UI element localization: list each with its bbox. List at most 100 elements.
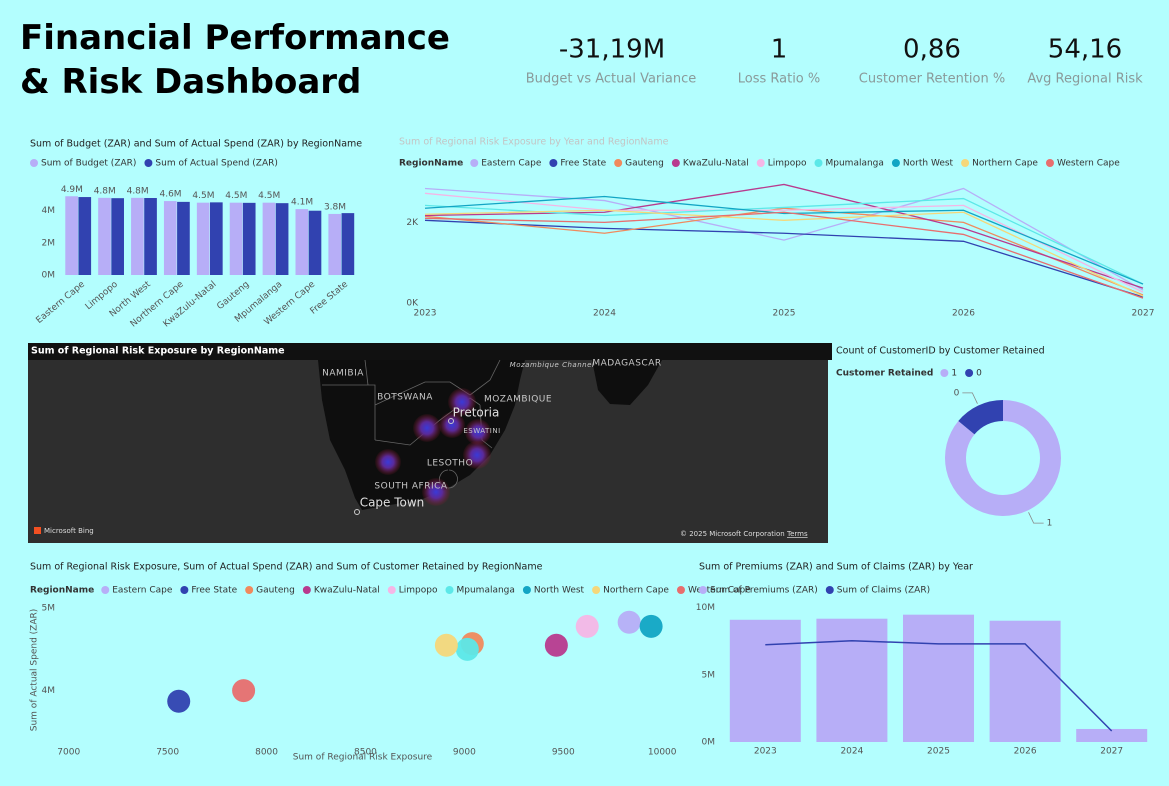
legend-marker — [614, 159, 623, 167]
legend-label: Free State — [191, 586, 237, 596]
bar — [78, 197, 92, 275]
bar — [65, 196, 78, 275]
legend-label: Free State — [560, 159, 606, 169]
legend-label: Mpumalanga — [826, 159, 884, 169]
kpi-value: 54,16 — [1048, 35, 1122, 65]
legend-label: Sum of Premiums (ZAR) — [710, 586, 818, 596]
map-land — [592, 360, 662, 405]
map-attribution: Microsoft Bing — [44, 527, 94, 535]
legend-marker — [180, 586, 189, 594]
bar — [989, 620, 1061, 742]
bar — [308, 210, 322, 275]
line — [424, 183, 1144, 289]
legend-label: Mpumalanga — [457, 586, 515, 596]
legend-label: Western Cape — [688, 586, 751, 596]
legend-marker — [302, 586, 311, 594]
legend-marker — [940, 369, 949, 377]
chart-title: Count of CustomerID by Customer Retained — [836, 346, 1045, 357]
scatter-point — [639, 614, 663, 638]
leader-line — [962, 392, 978, 404]
scatter-point — [455, 637, 479, 661]
chart-title: Sum of Regional Risk Exposure, Sum of Ac… — [30, 562, 543, 573]
bar — [196, 202, 210, 275]
map-bubble — [375, 449, 401, 475]
map-label: ESWATINI — [463, 427, 500, 435]
map-label: SOUTH AFRICA — [374, 482, 448, 492]
y-tick-label: 0M — [42, 271, 56, 281]
scatter-point — [167, 689, 191, 713]
data-label: 4.1M — [291, 198, 313, 208]
x-tick-label: 7500 — [156, 748, 179, 758]
bar — [341, 213, 355, 275]
x-tick-label: 2023 — [414, 309, 437, 319]
line — [424, 187, 1144, 291]
x-tick-label: 2023 — [754, 747, 777, 757]
x-tick-label: Eastern Cape — [34, 279, 87, 326]
legend-marker — [144, 159, 153, 167]
legend-label: Sum of Budget (ZAR) — [41, 159, 136, 169]
chart-title: Sum of Budget (ZAR) and Sum of Actual Sp… — [30, 139, 362, 150]
pie-slice — [945, 400, 1062, 516]
map-label: Mozambique Channel — [510, 361, 595, 369]
y-tick-label: 2M — [42, 238, 56, 248]
bar — [98, 197, 111, 275]
legend-marker — [445, 586, 454, 594]
scatter-point — [434, 633, 458, 657]
data-label: 1 — [1047, 519, 1053, 529]
x-tick-label: 8000 — [255, 748, 278, 758]
x-tick-label: 9500 — [552, 748, 575, 758]
scatter-point — [232, 679, 256, 703]
legend-label: Limpopo — [768, 159, 807, 169]
map-terms[interactable]: Terms — [786, 530, 808, 538]
bar — [229, 202, 243, 275]
scatter-point — [544, 633, 568, 657]
map-bubble — [463, 441, 491, 469]
dashboard-title: Financial Performance & Risk Dashboard — [20, 18, 450, 102]
legend-label: Sum of Claims (ZAR) — [837, 586, 930, 596]
x-tick-label: 2024 — [593, 309, 616, 319]
legend-marker — [825, 586, 834, 594]
legend-label: KwaZulu-Natal — [314, 586, 380, 596]
bar — [242, 202, 256, 275]
map-label: Cape Town — [360, 496, 425, 510]
map-label: Pretoria — [453, 406, 500, 420]
line — [424, 209, 1144, 297]
bar — [729, 619, 801, 742]
map-label: NAMIBIA — [322, 369, 364, 379]
x-axis-title: Sum of Regional Risk Exposure — [293, 753, 433, 763]
map-bubble — [448, 388, 476, 416]
map-label: MADAGASCAR — [592, 359, 661, 369]
bar — [210, 202, 223, 275]
map-title: Sum of Regional Risk Exposure by RegionN… — [31, 346, 285, 357]
data-label: 4.5M — [258, 191, 280, 201]
y-tick-label: 4M — [42, 686, 56, 696]
x-tick-label: 2027 — [1132, 309, 1155, 319]
bar — [131, 197, 144, 275]
legend-label: 1 — [951, 369, 957, 379]
bar — [177, 201, 190, 275]
legend-label: Gauteng — [256, 586, 295, 596]
bar — [163, 201, 177, 275]
y-tick-label: 5M — [702, 670, 716, 680]
map-bubble — [465, 419, 491, 445]
x-tick-label: 2027 — [1100, 747, 1123, 757]
legend-label: Sum of Actual Spend (ZAR) — [155, 159, 277, 169]
map-label: MOZAMBIQUE — [484, 395, 552, 405]
line — [424, 219, 1144, 298]
y-tick-label: 4M — [42, 206, 56, 216]
legend-marker — [592, 586, 601, 594]
legend-marker — [699, 586, 707, 594]
legend-label: North West — [534, 586, 585, 596]
bar — [328, 213, 342, 275]
map-bubble — [413, 414, 441, 442]
legend-marker — [30, 159, 38, 167]
bar — [262, 202, 276, 275]
legend-marker — [676, 586, 685, 594]
legend-label: 0 — [976, 369, 982, 379]
x-tick-label: 2026 — [1014, 747, 1037, 757]
pie-slice — [958, 400, 1003, 435]
line — [765, 639, 1113, 732]
y-tick-label: 0M — [702, 738, 716, 748]
